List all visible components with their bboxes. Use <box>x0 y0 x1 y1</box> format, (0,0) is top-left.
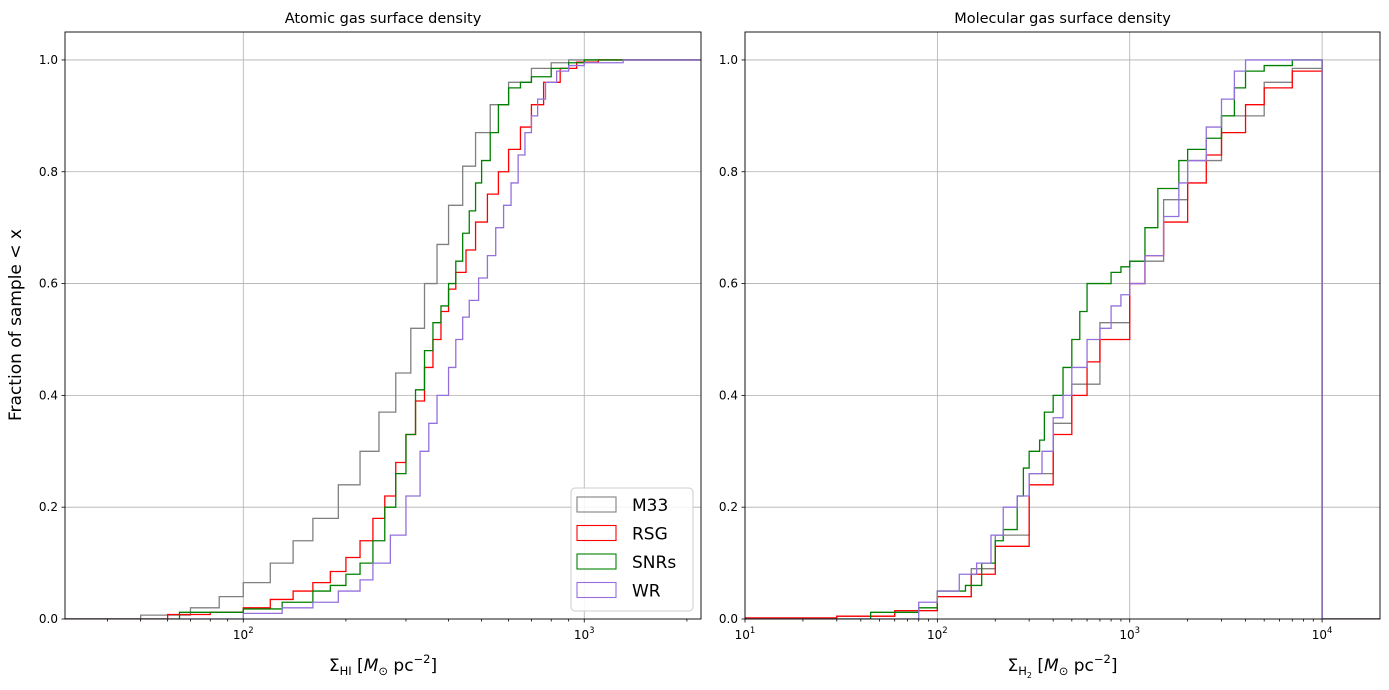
x-axis-label: ΣHI [M⊙ pc−2] <box>329 652 437 678</box>
x-tick-label: 101 <box>735 626 756 642</box>
y-tick-label: 0.4 <box>39 388 58 402</box>
x-axis-label: ΣH2 [M⊙ pc−2] <box>1008 652 1118 680</box>
axes-frame <box>64 31 702 620</box>
axes-frame <box>744 31 1381 620</box>
series-rsg-line <box>65 59 701 619</box>
legend-label-wr: WR <box>632 582 661 602</box>
series-snrs-line <box>65 59 701 619</box>
legend-box <box>570 487 694 612</box>
legend-swatch-wr <box>576 581 617 599</box>
series-snrs-line <box>745 59 1380 619</box>
y-tick-label: 0.2 <box>719 500 738 514</box>
x-tick-label: 103 <box>574 626 595 642</box>
x-tick-label: 102 <box>927 626 948 642</box>
legend-label-m33: M33 <box>632 496 668 516</box>
series-rsg-line <box>745 59 1380 619</box>
y-tick-label: 0.8 <box>719 165 738 179</box>
x-tick-label: 104 <box>1312 626 1333 642</box>
panel-molecular: 0.0 0.2 0.4 0.6 0.8 1.0 101 102 103 104 Molecular … <box>719 11 1381 680</box>
legend-label-rsg: RSG <box>632 525 668 545</box>
legend-swatch-rsg <box>576 524 617 542</box>
y-tick-label: 0.0 <box>719 612 738 626</box>
panel-title: Molecular gas surface density <box>954 11 1171 27</box>
legend: M33 RSG SNRs WR <box>570 487 694 612</box>
y-tick-label: 0.4 <box>719 388 738 402</box>
x-tick-label: 102 <box>233 626 254 642</box>
y-tick-label: 0.8 <box>39 165 58 179</box>
y-tick-label: 0.2 <box>39 500 58 514</box>
x-tick-label: 103 <box>1119 626 1140 642</box>
panel-atomic: 0.0 0.2 0.4 0.6 0.8 1.0 102 103 Atomic gas surfa… <box>39 11 702 678</box>
y-tick-label: 0.6 <box>719 277 738 291</box>
legend-swatch-m33 <box>576 496 617 513</box>
y-tick-label: 1.0 <box>719 53 738 67</box>
legend-swatch-snrs <box>576 553 617 570</box>
y-tick-label: 1.0 <box>39 53 58 67</box>
series-wr-line <box>745 59 1380 619</box>
y-axis-label: Fraction of sample < x <box>6 229 26 421</box>
y-tick-label: 0.6 <box>39 277 58 291</box>
panel-title: Atomic gas surface density <box>285 11 482 27</box>
y-tick-label: 0.0 <box>39 612 58 626</box>
legend-label-snrs: SNRs <box>632 553 676 573</box>
series-wr-line <box>65 59 701 619</box>
